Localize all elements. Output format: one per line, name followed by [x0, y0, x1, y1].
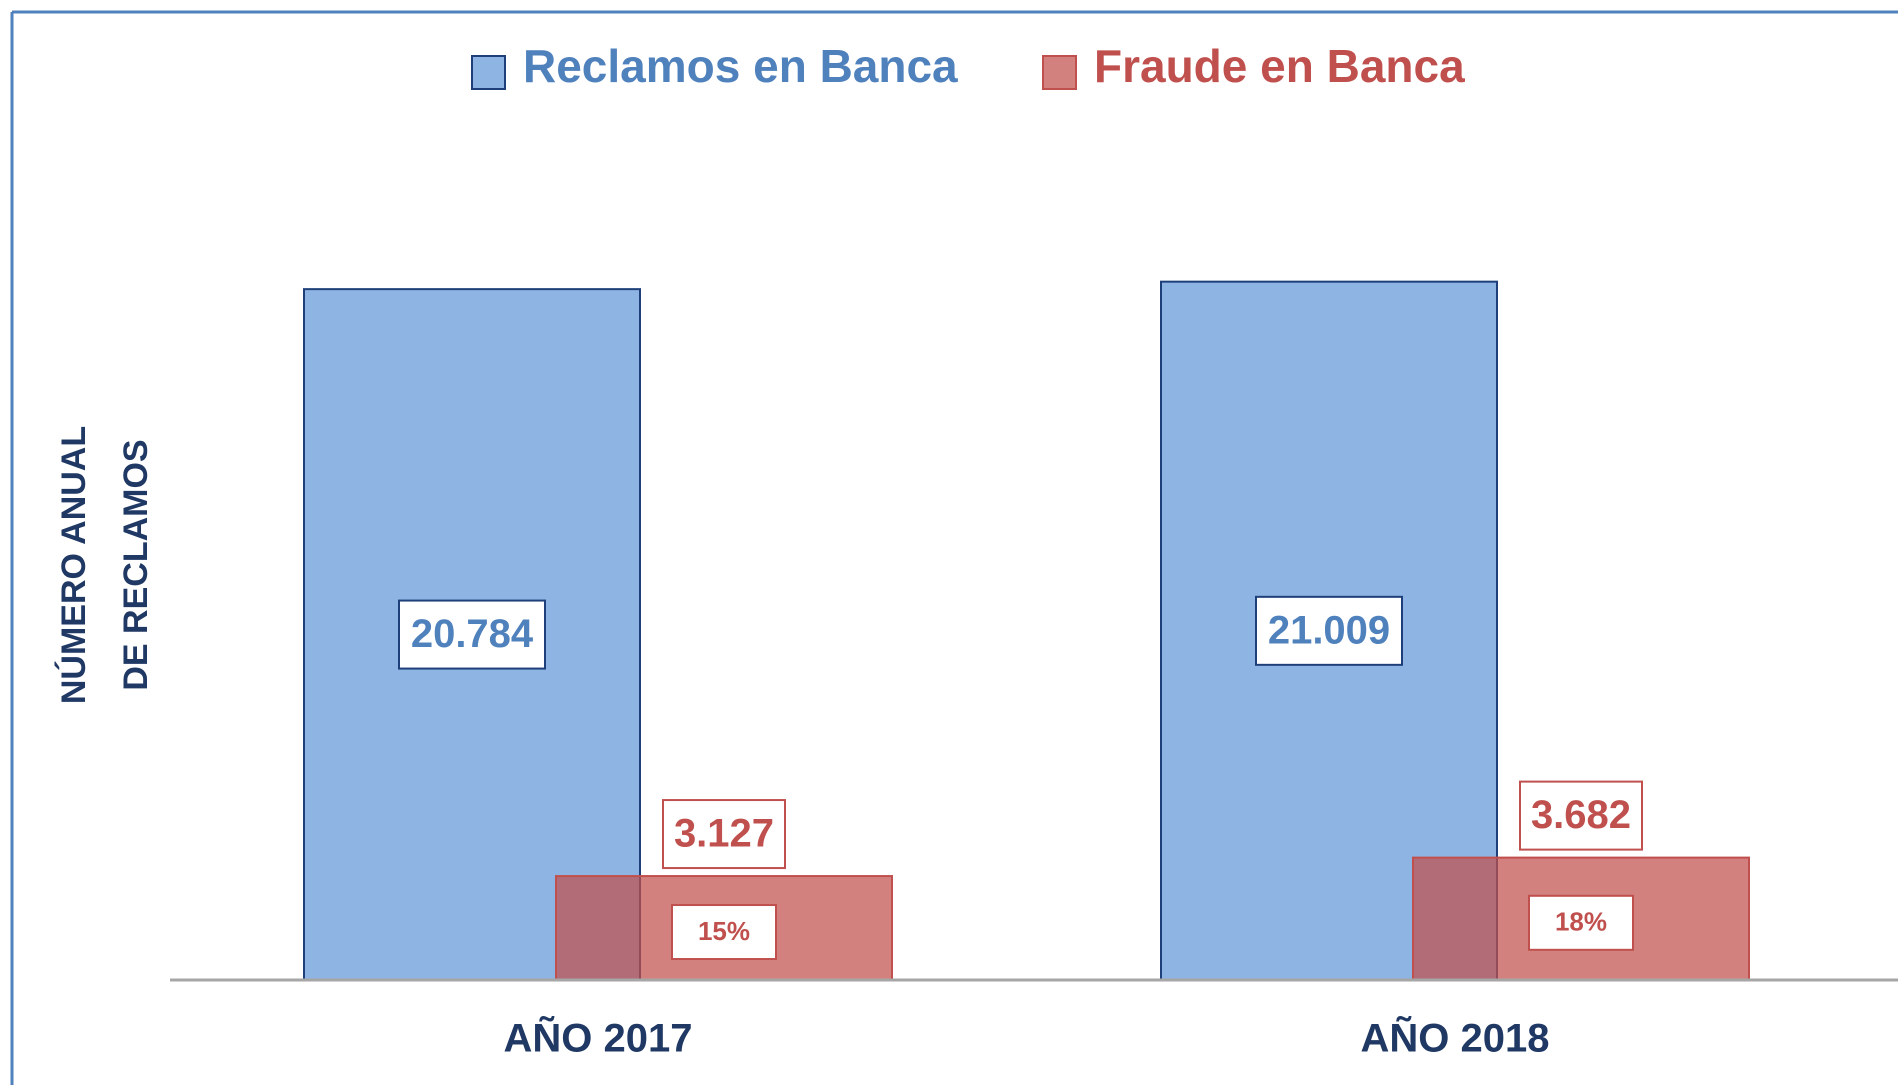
- value-label: 20.784: [411, 612, 534, 656]
- legend-swatch: [471, 55, 506, 90]
- value-label: 21.009: [1268, 608, 1390, 652]
- share-label-box: [671, 904, 777, 961]
- value-label: 3.127: [674, 812, 774, 856]
- value-label-box: [1519, 780, 1643, 851]
- value-label: 3.682: [1531, 793, 1631, 837]
- legend-label: Reclamos en Banca: [523, 40, 958, 92]
- value-label-box: [1255, 595, 1403, 666]
- value-label-box: [398, 599, 546, 670]
- share-label: 18%: [1555, 907, 1607, 937]
- y-axis-label: NÚMERO ANUAL: [55, 426, 93, 704]
- y-axis-label: DE RECLAMOS: [117, 439, 155, 690]
- share-label: 15%: [698, 916, 750, 946]
- legend-label: Fraude en Banca: [1094, 40, 1465, 92]
- value-label-box: [662, 799, 786, 870]
- x-tick-label: AÑO 2018: [1361, 1015, 1550, 1061]
- x-tick-label: AÑO 2017: [504, 1015, 693, 1061]
- legend-swatch: [1042, 55, 1077, 90]
- share-label-box: [1528, 894, 1634, 951]
